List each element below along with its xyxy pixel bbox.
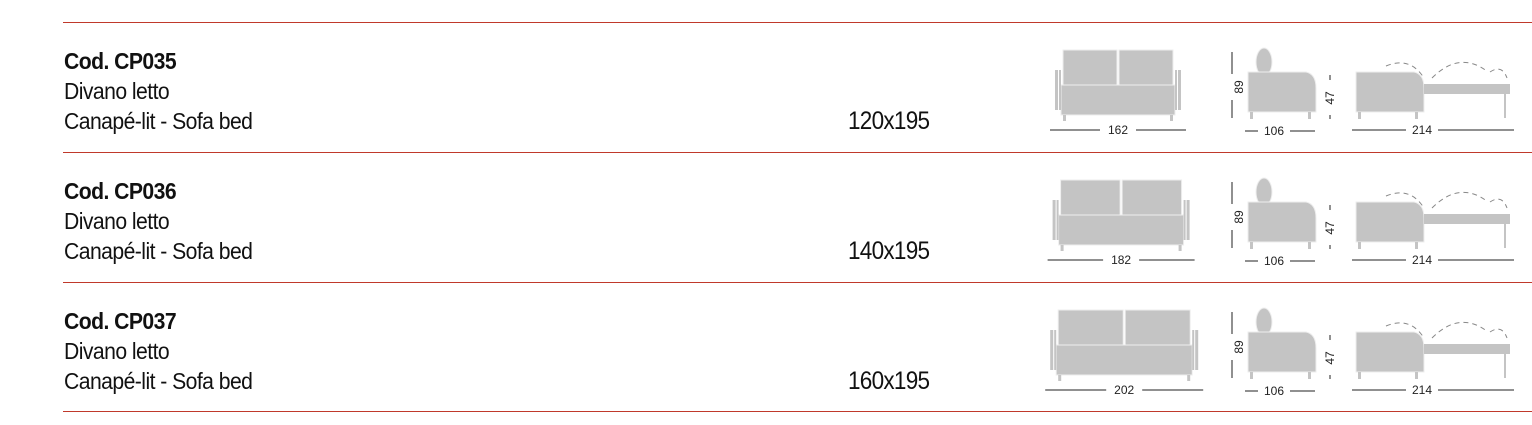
product-row: Cod. CP036 Divano letto Canapé-lit - Sof… xyxy=(0,152,1532,282)
divider xyxy=(63,152,1532,153)
dim-height: 89 xyxy=(1232,340,1246,354)
dim-seat-height: 47 xyxy=(1323,351,1337,365)
dim-depth: 106 xyxy=(1264,124,1284,138)
product-code: Cod. CP037 xyxy=(64,308,177,334)
dim-width: 182 xyxy=(1111,253,1131,267)
product-name-fr-en: Canapé-lit - Sofa bed xyxy=(64,238,253,264)
front-view-drawing xyxy=(1045,309,1204,391)
open-view-drawing xyxy=(1352,191,1514,261)
side-view-drawing xyxy=(1231,47,1331,132)
front-view-drawing xyxy=(1050,49,1186,131)
side-view-drawing xyxy=(1231,177,1331,262)
product-row: Cod. CP035 Divano letto Canapé-lit - Sof… xyxy=(0,22,1532,152)
open-view-drawing xyxy=(1352,61,1514,131)
dim-depth: 106 xyxy=(1264,254,1284,268)
bed-size: 140x195 xyxy=(848,237,930,265)
sofa-technical-drawings: 182 89 47 106 214 xyxy=(1047,177,1514,268)
dim-open-length: 214 xyxy=(1412,123,1432,137)
divider xyxy=(63,282,1532,283)
dim-open-length: 214 xyxy=(1412,383,1432,397)
divider xyxy=(63,22,1532,23)
product-row: Cod. CP037 Divano letto Canapé-lit - Sof… xyxy=(0,282,1532,412)
dim-seat-height: 47 xyxy=(1323,91,1337,105)
side-view-drawing xyxy=(1231,307,1331,392)
product-name-fr-en: Canapé-lit - Sofa bed xyxy=(64,368,253,394)
product-name-it: Divano letto xyxy=(64,208,170,234)
sofa-technical-drawings: 202 89 47 106 214 xyxy=(1045,307,1514,398)
sofa-technical-drawings: 162 89 47 106 214 xyxy=(1050,47,1514,138)
open-view-drawing xyxy=(1352,321,1514,391)
dim-depth: 106 xyxy=(1264,384,1284,398)
dim-seat-height: 47 xyxy=(1323,221,1337,235)
dim-height: 89 xyxy=(1232,80,1246,94)
front-view-drawing xyxy=(1047,179,1195,261)
bed-size: 120x195 xyxy=(848,107,930,135)
divider xyxy=(63,411,1532,412)
product-code: Cod. CP035 xyxy=(64,48,177,74)
product-name-fr-en: Canapé-lit - Sofa bed xyxy=(64,108,253,134)
dim-width: 162 xyxy=(1108,123,1128,137)
product-code: Cod. CP036 xyxy=(64,178,177,204)
bed-size: 160x195 xyxy=(848,367,930,395)
product-name-it: Divano letto xyxy=(64,78,170,104)
product-name-it: Divano letto xyxy=(64,338,170,364)
dim-open-length: 214 xyxy=(1412,253,1432,267)
dim-height: 89 xyxy=(1232,210,1246,224)
dim-width: 202 xyxy=(1114,383,1134,397)
